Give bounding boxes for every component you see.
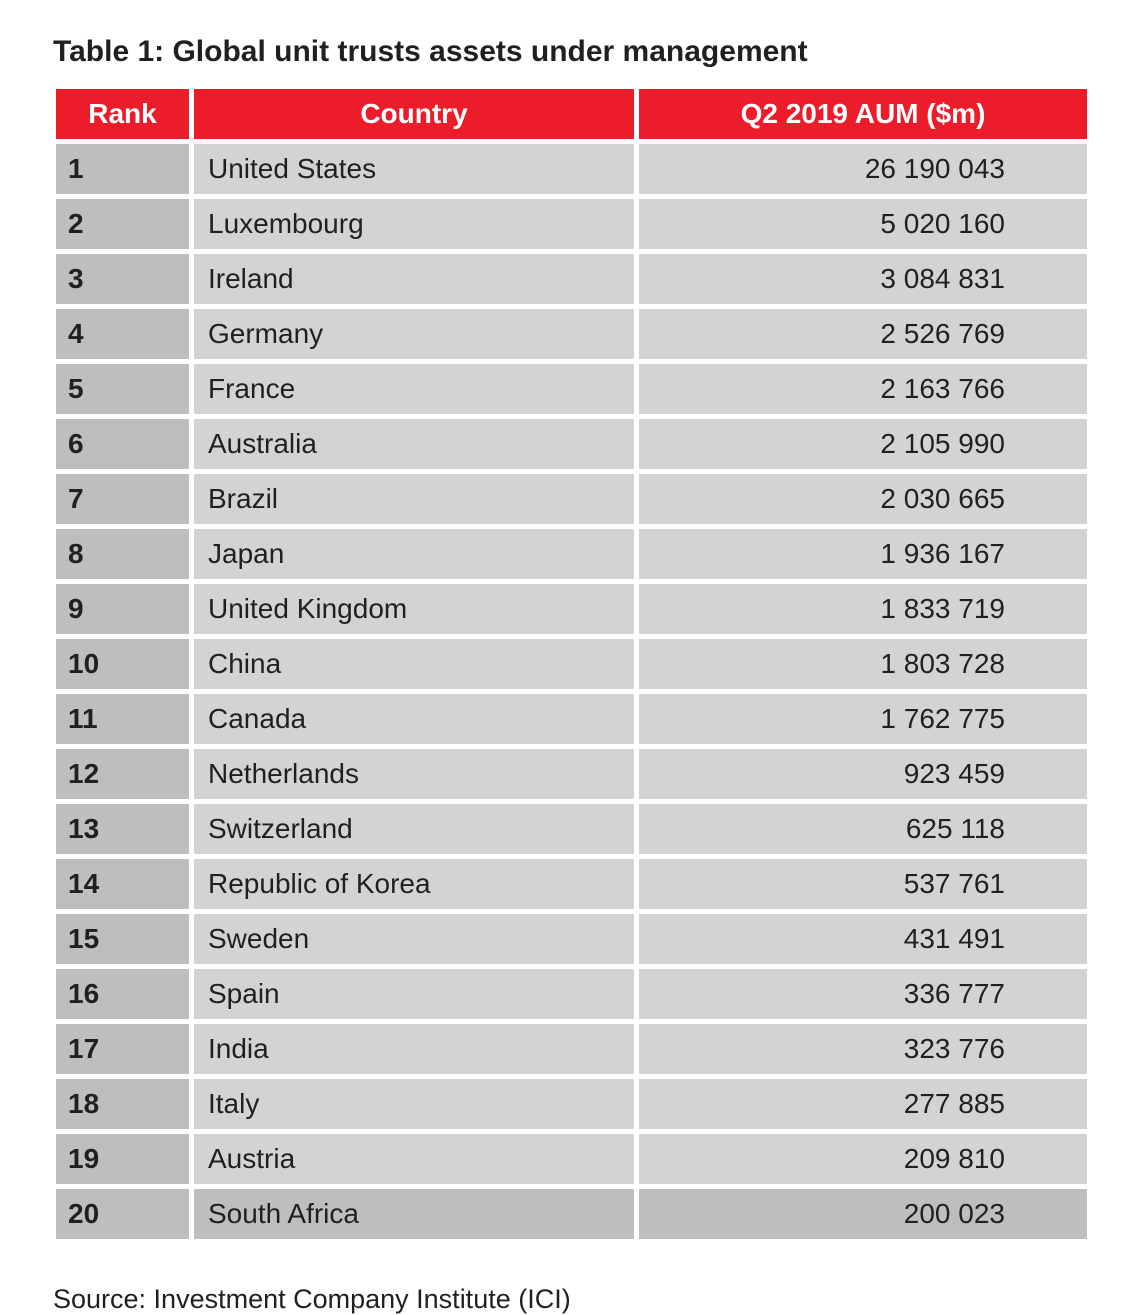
table-row: 12 Netherlands 923 459 (56, 749, 1087, 799)
rank-cell: 3 (56, 254, 189, 304)
country-cell: United Kingdom (194, 584, 634, 634)
country-cell: United States (194, 144, 634, 194)
rank-cell: 10 (56, 639, 189, 689)
country-cell: Japan (194, 529, 634, 579)
rank-cell: 19 (56, 1134, 189, 1184)
aum-cell: 323 776 (639, 1024, 1087, 1074)
table-row: 13 Switzerland 625 118 (56, 804, 1087, 854)
table-row: 8 Japan 1 936 167 (56, 529, 1087, 579)
rank-cell: 20 (56, 1189, 189, 1239)
table-row: 18 Italy 277 885 (56, 1079, 1087, 1129)
table-body: 1 United States 26 190 043 2 Luxembourg 5 020… (56, 144, 1087, 1239)
source-note: Source: Investment Company Institute (IC… (53, 1284, 571, 1314)
table-row: 19 Austria 209 810 (56, 1134, 1087, 1184)
rank-cell: 9 (56, 584, 189, 634)
country-cell: China (194, 639, 634, 689)
country-cell: Italy (194, 1079, 634, 1129)
country-cell: Canada (194, 694, 634, 744)
rank-cell: 17 (56, 1024, 189, 1074)
rank-cell: 6 (56, 419, 189, 469)
aum-cell: 3 084 831 (639, 254, 1087, 304)
country-cell: South Africa (194, 1189, 634, 1239)
country-cell: Sweden (194, 914, 634, 964)
aum-cell: 1 762 775 (639, 694, 1087, 744)
column-header-aum: Q2 2019 AUM ($m) (639, 89, 1087, 139)
rank-cell: 4 (56, 309, 189, 359)
country-cell: France (194, 364, 634, 414)
country-cell: Brazil (194, 474, 634, 524)
rank-cell: 13 (56, 804, 189, 854)
table-row: 4 Germany 2 526 769 (56, 309, 1087, 359)
table-row: 16 Spain 336 777 (56, 969, 1087, 1019)
rank-cell: 1 (56, 144, 189, 194)
aum-cell: 1 803 728 (639, 639, 1087, 689)
aum-cell: 209 810 (639, 1134, 1087, 1184)
table-row: 20 South Africa 200 023 (56, 1189, 1087, 1239)
aum-cell: 537 761 (639, 859, 1087, 909)
rank-cell: 14 (56, 859, 189, 909)
rank-cell: 2 (56, 199, 189, 249)
rank-cell: 16 (56, 969, 189, 1019)
rank-cell: 5 (56, 364, 189, 414)
aum-cell: 625 118 (639, 804, 1087, 854)
country-cell: Republic of Korea (194, 859, 634, 909)
country-cell: Luxembourg (194, 199, 634, 249)
rank-cell: 12 (56, 749, 189, 799)
aum-cell: 923 459 (639, 749, 1087, 799)
country-cell: Ireland (194, 254, 634, 304)
country-cell: Spain (194, 969, 634, 1019)
table-title: Table 1: Global unit trusts assets under… (53, 35, 808, 68)
rank-cell: 7 (56, 474, 189, 524)
table-row: 15 Sweden 431 491 (56, 914, 1087, 964)
aum-cell: 200 023 (639, 1189, 1087, 1239)
aum-table: Rank Country Q2 2019 AUM ($m) 1 United St… (51, 84, 1092, 1244)
country-cell: Austria (194, 1134, 634, 1184)
table-row: 11 Canada 1 762 775 (56, 694, 1087, 744)
aum-cell: 431 491 (639, 914, 1087, 964)
table-row: 10 China 1 803 728 (56, 639, 1087, 689)
country-cell: Switzerland (194, 804, 634, 854)
aum-cell: 5 020 160 (639, 199, 1087, 249)
table-row: 9 United Kingdom 1 833 719 (56, 584, 1087, 634)
country-cell: Netherlands (194, 749, 634, 799)
table-row: 14 Republic of Korea 537 761 (56, 859, 1087, 909)
aum-cell: 2 105 990 (639, 419, 1087, 469)
country-cell: Germany (194, 309, 634, 359)
rank-cell: 8 (56, 529, 189, 579)
rank-cell: 15 (56, 914, 189, 964)
table-row: 2 Luxembourg 5 020 160 (56, 199, 1087, 249)
country-cell: Australia (194, 419, 634, 469)
table-row: 7 Brazil 2 030 665 (56, 474, 1087, 524)
table-row: 17 India 323 776 (56, 1024, 1087, 1074)
table-row: 6 Australia 2 105 990 (56, 419, 1087, 469)
country-cell: India (194, 1024, 634, 1074)
aum-cell: 1 833 719 (639, 584, 1087, 634)
aum-cell: 26 190 043 (639, 144, 1087, 194)
rank-cell: 11 (56, 694, 189, 744)
aum-cell: 336 777 (639, 969, 1087, 1019)
header-row: Rank Country Q2 2019 AUM ($m) (56, 89, 1087, 139)
table-row: 1 United States 26 190 043 (56, 144, 1087, 194)
aum-cell: 2 030 665 (639, 474, 1087, 524)
aum-cell: 2 163 766 (639, 364, 1087, 414)
table-row: 3 Ireland 3 084 831 (56, 254, 1087, 304)
rank-cell: 18 (56, 1079, 189, 1129)
aum-cell: 2 526 769 (639, 309, 1087, 359)
table-header: Rank Country Q2 2019 AUM ($m) (56, 89, 1087, 139)
column-header-country: Country (194, 89, 634, 139)
aum-cell: 277 885 (639, 1079, 1087, 1129)
aum-cell: 1 936 167 (639, 529, 1087, 579)
column-header-rank: Rank (56, 89, 189, 139)
table-row: 5 France 2 163 766 (56, 364, 1087, 414)
